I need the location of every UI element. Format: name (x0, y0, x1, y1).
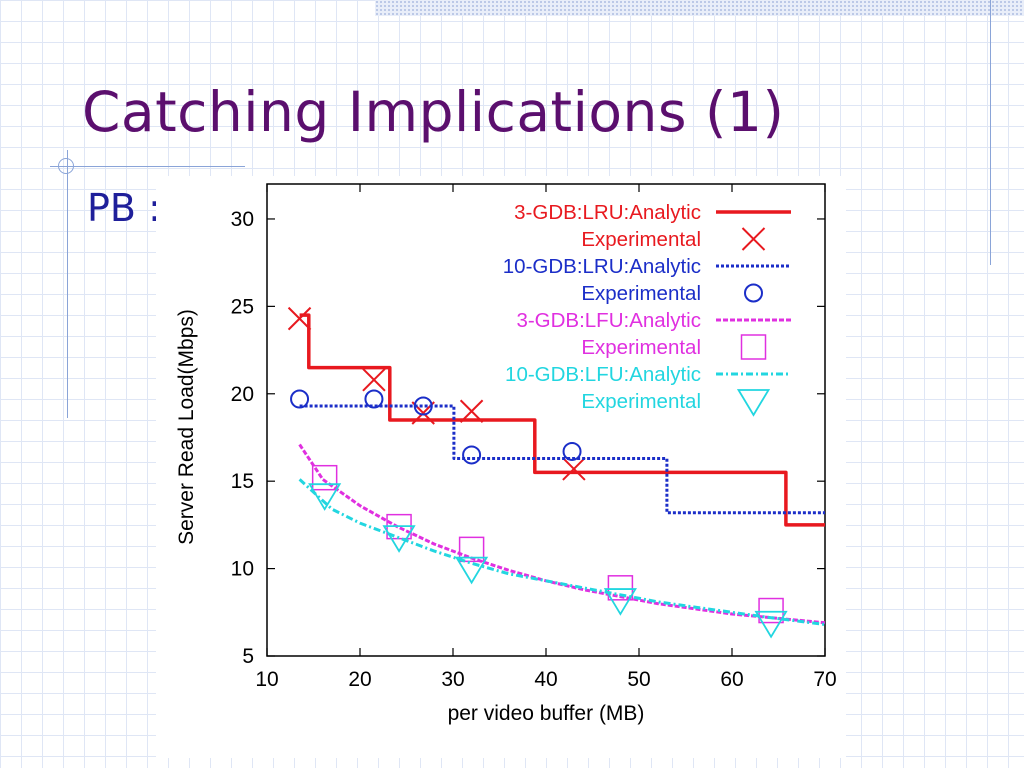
legend-marker-sample (740, 334, 767, 360)
y-tick-label: 25 (231, 295, 254, 318)
legend-label: 10-GDB:LRU:Analytic (503, 255, 701, 278)
data-point (458, 536, 485, 563)
data-point (311, 464, 338, 491)
decorative-vertical-line (67, 150, 68, 418)
series-line (298, 478, 826, 626)
series-line (299, 313, 825, 527)
legend-label: 10-GDB:LFU:Analytic (505, 363, 701, 386)
legend-label: Experimental (581, 390, 701, 413)
data-point (758, 597, 784, 624)
y-tick-label: 15 (231, 470, 254, 493)
bullet-text: PB : (87, 186, 161, 230)
legend-label: Experimental (581, 228, 701, 251)
y-tick-label: 30 (231, 208, 254, 231)
legend-label: Experimental (581, 282, 701, 305)
data-point (754, 610, 788, 639)
x-tick-label: 10 (255, 668, 278, 691)
decorative-circle-icon (58, 158, 74, 174)
data-point (455, 556, 489, 585)
data-point (382, 525, 416, 553)
data-point (459, 399, 484, 423)
slide-title: Catching Implications (1) (82, 80, 785, 144)
x-axis-label: per video buffer (MB) (448, 702, 645, 725)
series-line (299, 404, 825, 515)
x-tick-label: 40 (534, 668, 557, 691)
slide-top-band (375, 0, 1024, 16)
x-tick-label: 50 (627, 668, 650, 691)
data-point (308, 483, 342, 511)
data-point (607, 575, 634, 601)
legend-marker-sample (741, 227, 766, 251)
y-tick-label: 10 (231, 558, 254, 581)
y-axis-label: Server Read Load(Mbps) (175, 309, 198, 545)
x-tick-label: 30 (441, 668, 464, 691)
data-point (603, 588, 637, 616)
data-point (462, 445, 482, 465)
legend-label: Experimental (581, 336, 701, 359)
x-tick-label: 60 (720, 668, 743, 691)
data-point (562, 457, 586, 481)
decorative-horizontal-line (50, 166, 245, 167)
legend-marker-sample (744, 283, 763, 303)
legend-label: 3-GDB:LFU:Analytic (516, 309, 701, 332)
data-point (562, 441, 582, 461)
y-tick-label: 5 (242, 645, 254, 668)
x-tick-label: 20 (348, 668, 371, 691)
data-point (364, 389, 384, 409)
data-point (287, 306, 312, 331)
legend-label: 3-GDB:LRU:Analytic (514, 201, 701, 224)
y-tick-label: 20 (231, 383, 254, 406)
x-tick-label: 70 (813, 668, 836, 691)
chart-container: 10 20 30 40 50 60 70 5 10 15 20 25 30 per video buffe… (156, 176, 846, 758)
data-point (413, 396, 433, 416)
decorative-vertical-line-right (990, 0, 991, 265)
data-point (290, 389, 310, 409)
legend-marker-sample (736, 389, 771, 417)
data-point (362, 368, 386, 392)
